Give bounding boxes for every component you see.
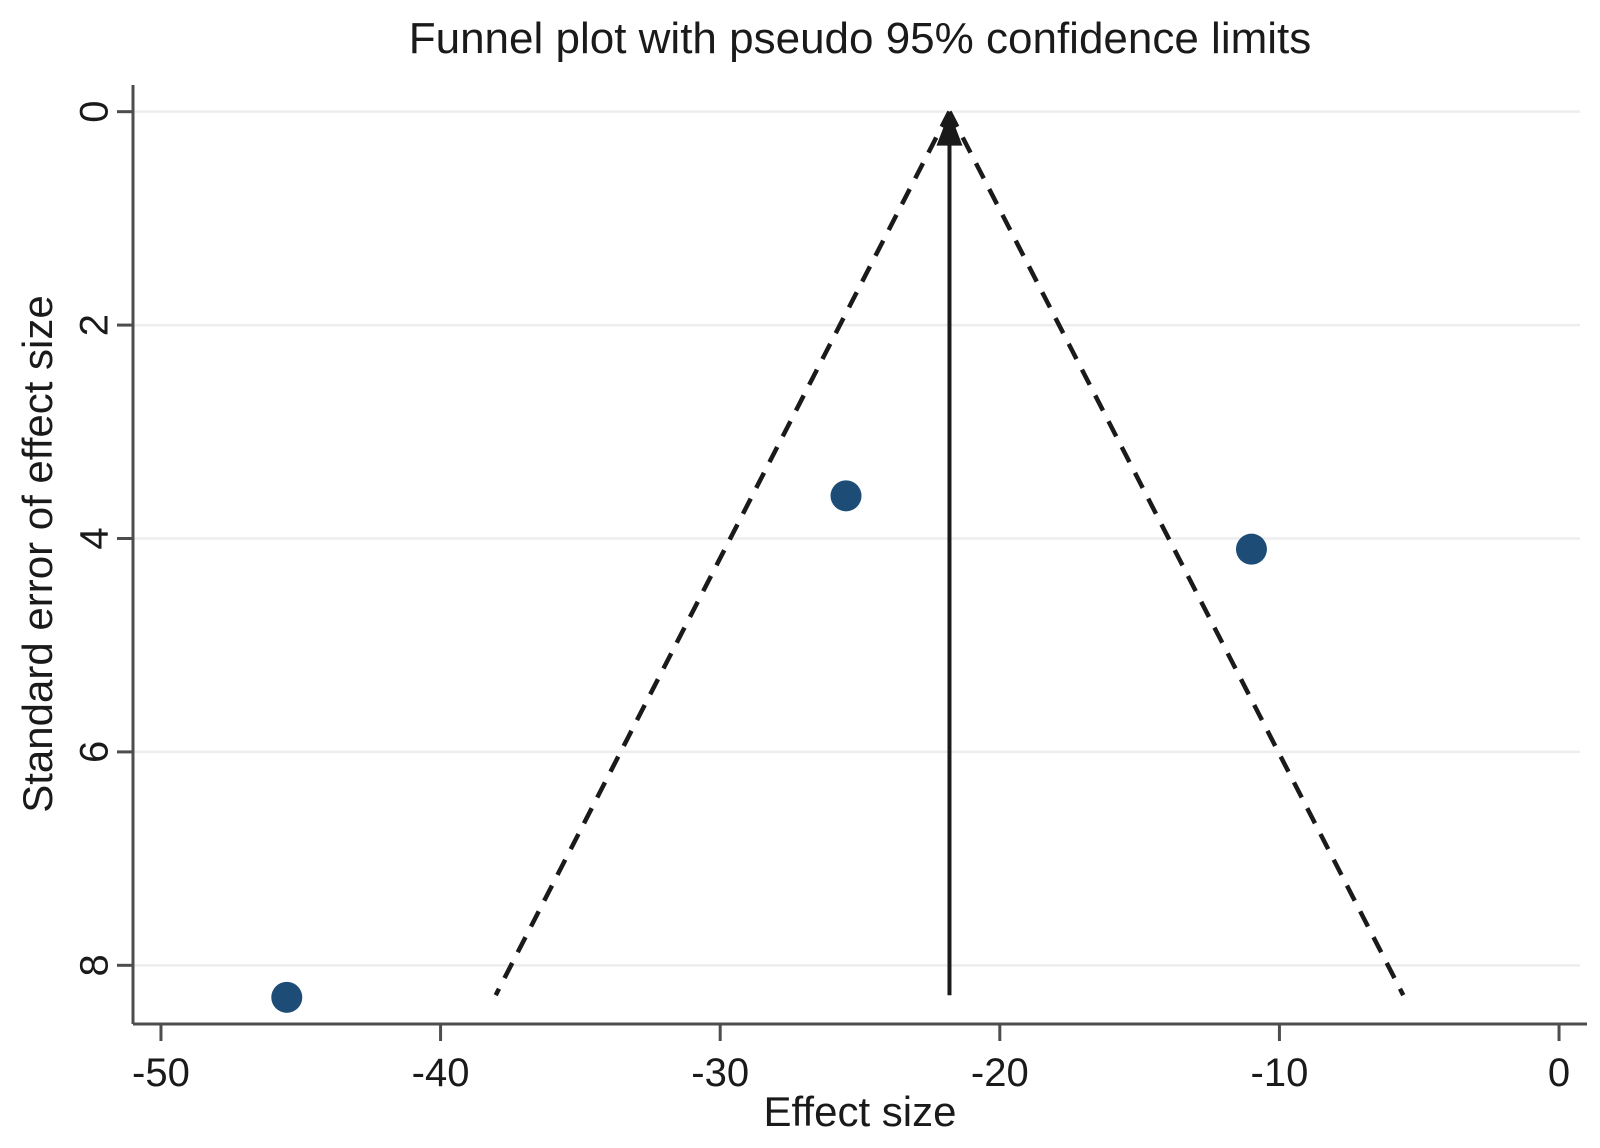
y-tick-label: 0: [73, 101, 117, 123]
x-axis-title: Effect size: [763, 1088, 957, 1135]
x-tick-label: -40: [412, 1051, 470, 1095]
funnel-right-dashed-line: [947, 110, 1406, 997]
y-tick-label: 8: [73, 954, 117, 976]
y-tick-label: 6: [73, 741, 117, 763]
x-tick-label: -10: [1251, 1051, 1309, 1095]
x-tick-label: -30: [691, 1051, 749, 1095]
data-point: [1235, 533, 1267, 565]
pooled-effect-arrowhead: [936, 111, 963, 146]
x-tick-label: -20: [971, 1051, 1029, 1095]
y-tick-label: 4: [73, 527, 117, 549]
data-point: [271, 981, 303, 1013]
x-tick-label: -50: [132, 1051, 190, 1095]
chart-title: Funnel plot with pseudo 95% confidence l…: [408, 14, 1312, 63]
data-point: [830, 480, 862, 512]
x-tick-label: 0: [1548, 1051, 1570, 1095]
funnel-left-dashed-line: [493, 110, 952, 997]
y-tick-label: 2: [73, 314, 117, 336]
